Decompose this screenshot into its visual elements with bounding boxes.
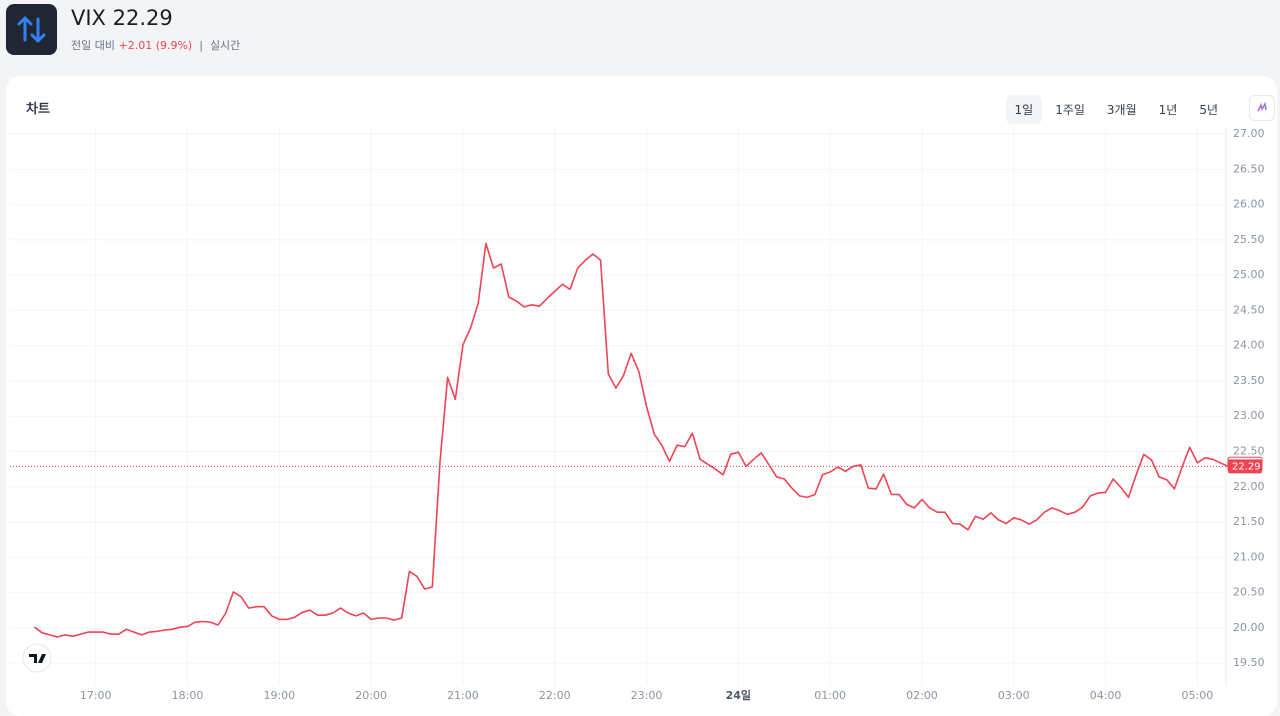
y-tick-label: 19.50 [1233, 656, 1265, 669]
change: +2.01 (9.9%) [118, 39, 193, 52]
x-tick-label: 23:00 [631, 689, 663, 702]
y-tick-label: 24.50 [1233, 303, 1265, 316]
icon-arrows [17, 16, 46, 43]
symbol-price: VIX 22.29 [71, 6, 173, 30]
last-price-box [1228, 459, 1262, 474]
chart-card: 차트 1일 1주일 3개월 1년 5년 [6, 76, 1277, 716]
y-tick-label: 23.00 [1233, 409, 1265, 422]
y-tick-label: 25.00 [1233, 268, 1265, 281]
y-tick-label: 26.00 [1233, 198, 1265, 211]
x-tick-label: 24일 [726, 688, 751, 702]
y-tick-label: 21.00 [1233, 550, 1265, 563]
status: 실시간 [209, 39, 241, 52]
period-tab[interactable]: 1년 [1158, 103, 1178, 117]
y-tick-label: 25.50 [1233, 233, 1265, 246]
y-tick-label: 20.00 [1233, 621, 1265, 634]
x-tick-label: 17:00 [80, 689, 112, 702]
y-tick-label: 26.50 [1233, 162, 1265, 175]
tradingview-mark [29, 654, 46, 663]
x-tick-label: 18:00 [172, 689, 204, 702]
period-tabs: 1일 1주일 3개월 1년 5년 [1005, 95, 1228, 124]
x-tick-label: 19:00 [263, 689, 295, 702]
x-tick-label: 21:00 [447, 689, 479, 702]
price-line [34, 242, 1229, 638]
separator: | [199, 39, 203, 52]
y-tick-label: 27.00 [1233, 127, 1265, 140]
last-price-label: 22.29 [1232, 461, 1261, 472]
price: 22.29 [112, 6, 173, 30]
period-tab[interactable]: 1일 [1005, 95, 1043, 124]
x-tick-label: 22:00 [539, 689, 571, 702]
app-icon [6, 4, 57, 55]
symbol: VIX [71, 6, 106, 30]
y-tick-label: 24.00 [1233, 339, 1265, 352]
x-tick-label: 02:00 [906, 689, 938, 702]
y-tick-label: 22.50 [1233, 445, 1265, 458]
period-tab[interactable]: 3개월 [1106, 103, 1137, 117]
y-tick-label: 23.50 [1233, 374, 1265, 387]
x-tick-label: 01:00 [814, 689, 846, 702]
period-tab[interactable]: 5년 [1199, 103, 1218, 117]
y-tick-label: 21.50 [1233, 515, 1265, 528]
y-tick-label: 22.00 [1233, 480, 1265, 493]
period-tab[interactable]: 1주일 [1055, 103, 1085, 117]
x-tick-label: 03:00 [998, 689, 1030, 702]
x-tick-label: 20:00 [355, 689, 387, 702]
y-tick-label: 20.50 [1233, 586, 1265, 599]
settings-icon [1257, 101, 1267, 112]
card-title: 차트 [26, 102, 50, 117]
change-line: 전일 대비 +2.01 (9.9%) | 실시간 [71, 37, 240, 53]
x-tick-label: 05:00 [1182, 689, 1214, 702]
chart-settings-button[interactable] [1249, 95, 1275, 121]
x-tick-label: 04:00 [1090, 689, 1122, 702]
change-label: 전일 대비 [71, 39, 115, 52]
